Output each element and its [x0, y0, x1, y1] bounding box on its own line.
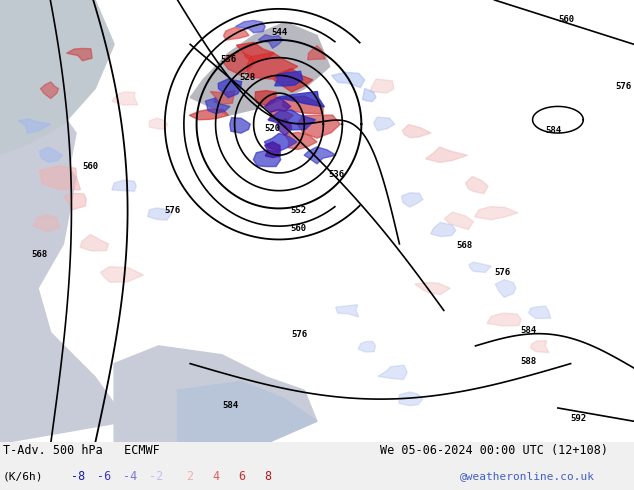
- Text: 568: 568: [32, 250, 48, 259]
- Polygon shape: [277, 119, 292, 135]
- Polygon shape: [235, 21, 265, 33]
- Polygon shape: [425, 147, 467, 163]
- Polygon shape: [230, 118, 250, 133]
- Polygon shape: [67, 49, 92, 61]
- Polygon shape: [444, 212, 474, 229]
- Text: We 05-06-2024 00:00 UTC (12+108): We 05-06-2024 00:00 UTC (12+108): [380, 444, 608, 457]
- Polygon shape: [399, 392, 423, 406]
- Polygon shape: [415, 283, 450, 294]
- Text: 560: 560: [558, 15, 574, 24]
- Polygon shape: [190, 22, 330, 115]
- Text: (K/6h): (K/6h): [3, 471, 44, 481]
- Polygon shape: [236, 42, 275, 62]
- Polygon shape: [190, 109, 228, 120]
- Polygon shape: [469, 262, 491, 272]
- Polygon shape: [283, 96, 323, 114]
- Polygon shape: [358, 342, 375, 352]
- Polygon shape: [370, 79, 394, 93]
- Polygon shape: [297, 115, 340, 138]
- Polygon shape: [112, 180, 136, 191]
- Polygon shape: [276, 92, 325, 107]
- Polygon shape: [0, 98, 127, 443]
- Text: 520: 520: [264, 124, 281, 133]
- Text: 568: 568: [456, 242, 472, 250]
- Polygon shape: [430, 222, 456, 237]
- Polygon shape: [150, 118, 167, 129]
- Polygon shape: [285, 132, 317, 149]
- Text: 576: 576: [495, 268, 510, 277]
- Text: 576: 576: [615, 82, 631, 91]
- Polygon shape: [148, 208, 172, 220]
- Polygon shape: [259, 35, 283, 49]
- Polygon shape: [332, 72, 365, 88]
- Polygon shape: [268, 110, 316, 130]
- Text: 584: 584: [222, 401, 238, 410]
- Text: @weatheronline.co.uk: @weatheronline.co.uk: [460, 471, 595, 481]
- Polygon shape: [363, 89, 376, 101]
- Polygon shape: [274, 69, 313, 92]
- Text: -4: -4: [123, 470, 137, 483]
- Polygon shape: [112, 92, 138, 105]
- Polygon shape: [0, 142, 76, 288]
- Polygon shape: [378, 365, 407, 379]
- Polygon shape: [403, 124, 431, 138]
- Polygon shape: [531, 341, 549, 352]
- Polygon shape: [475, 207, 518, 220]
- Text: 560: 560: [82, 162, 98, 171]
- Text: 536: 536: [328, 171, 344, 179]
- Polygon shape: [34, 215, 60, 231]
- Polygon shape: [178, 381, 317, 443]
- Polygon shape: [80, 235, 108, 251]
- Text: 544: 544: [271, 28, 287, 37]
- Text: -2: -2: [149, 470, 163, 483]
- Text: 576: 576: [292, 330, 307, 339]
- Polygon shape: [100, 267, 143, 282]
- Polygon shape: [495, 280, 516, 297]
- Text: 576: 576: [165, 206, 181, 215]
- Polygon shape: [18, 119, 51, 133]
- Polygon shape: [39, 166, 81, 190]
- Text: 8: 8: [264, 470, 271, 483]
- Text: -8: -8: [71, 470, 85, 483]
- Polygon shape: [307, 46, 325, 60]
- Text: 552: 552: [290, 206, 306, 215]
- Text: -6: -6: [97, 470, 111, 483]
- Polygon shape: [264, 142, 280, 158]
- Text: 536: 536: [220, 55, 236, 64]
- Polygon shape: [265, 98, 291, 112]
- Polygon shape: [304, 147, 336, 164]
- Polygon shape: [487, 313, 521, 326]
- Polygon shape: [256, 91, 276, 105]
- Text: 584: 584: [520, 325, 536, 335]
- Text: 6: 6: [238, 470, 245, 483]
- Polygon shape: [224, 27, 249, 40]
- Polygon shape: [269, 109, 294, 121]
- Polygon shape: [529, 306, 551, 318]
- Polygon shape: [247, 52, 298, 79]
- Polygon shape: [275, 71, 302, 86]
- Polygon shape: [205, 98, 230, 114]
- Polygon shape: [401, 193, 423, 207]
- Text: 592: 592: [571, 414, 586, 423]
- Text: 588: 588: [520, 357, 536, 366]
- Polygon shape: [465, 176, 488, 194]
- Polygon shape: [63, 194, 86, 210]
- Polygon shape: [223, 52, 255, 75]
- Text: 528: 528: [239, 73, 256, 82]
- Polygon shape: [0, 0, 114, 155]
- Polygon shape: [210, 91, 235, 104]
- Text: 4: 4: [212, 470, 219, 483]
- Polygon shape: [218, 79, 242, 98]
- Polygon shape: [335, 305, 359, 317]
- Polygon shape: [254, 150, 281, 167]
- Polygon shape: [374, 117, 395, 131]
- Text: 560: 560: [290, 223, 306, 233]
- Text: T-Adv. 500 hPa   ECMWF: T-Adv. 500 hPa ECMWF: [3, 444, 160, 457]
- Text: 584: 584: [545, 126, 561, 135]
- Polygon shape: [264, 133, 297, 151]
- Polygon shape: [39, 147, 63, 162]
- Text: 2: 2: [186, 470, 193, 483]
- Polygon shape: [41, 82, 58, 98]
- Polygon shape: [114, 346, 317, 443]
